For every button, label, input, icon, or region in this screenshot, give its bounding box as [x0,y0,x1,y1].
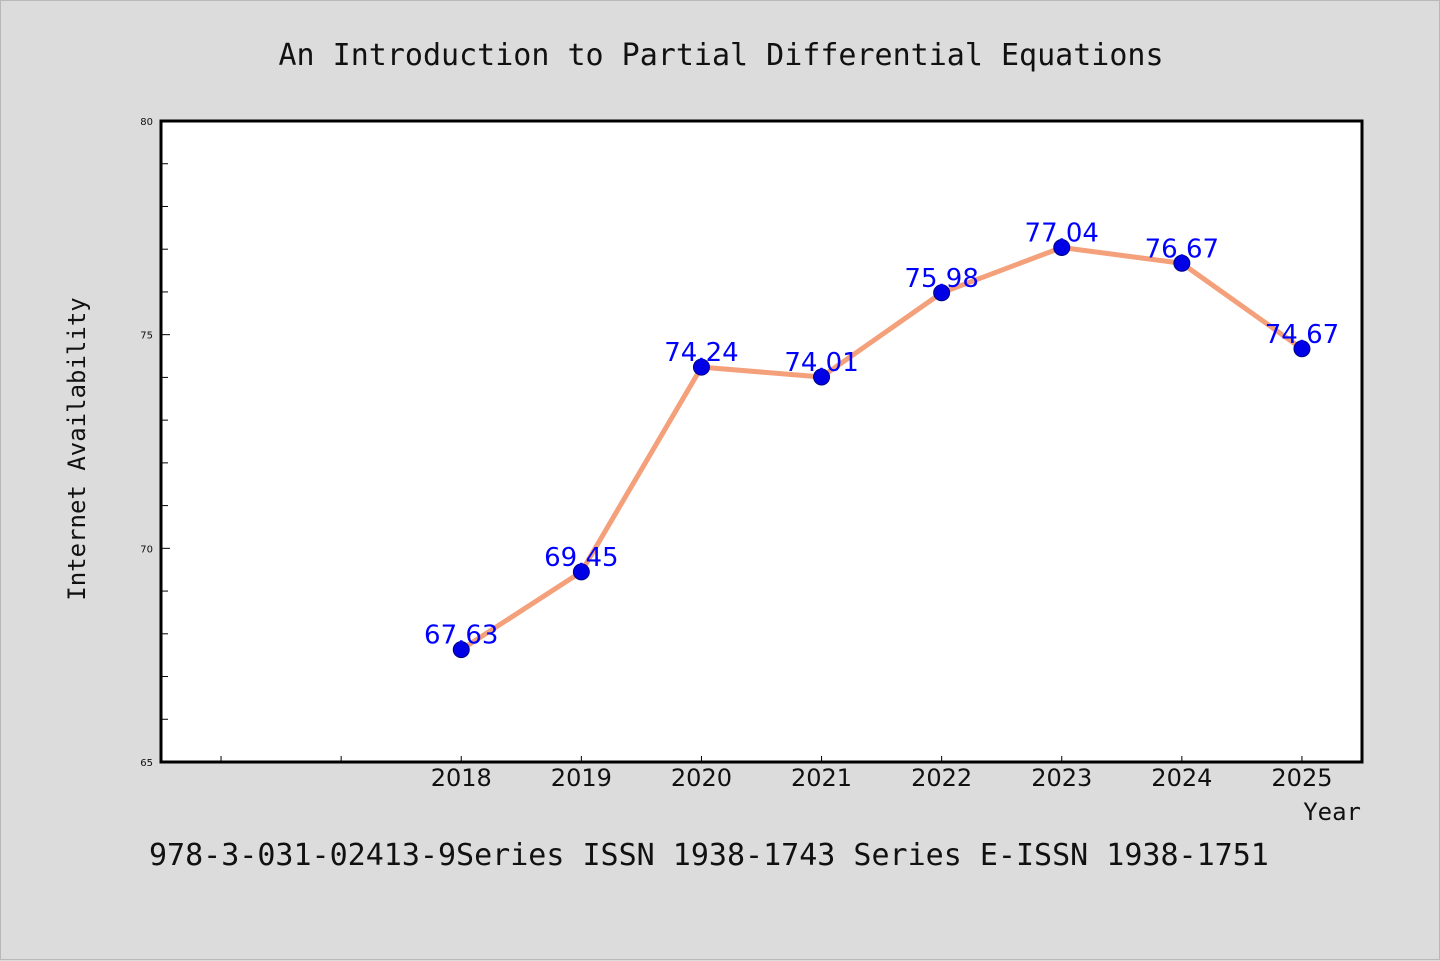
x-tick-label: 2023 [1031,764,1092,792]
data-label: 76.67 [1145,234,1219,264]
data-label: 74.24 [664,338,738,368]
x-tick-label: 2022 [911,764,972,792]
plot-area [159,119,1364,764]
data-point [1173,254,1191,272]
data-label: 67.63 [424,621,498,651]
data-label: 75.98 [904,264,978,294]
footer-isbn-issn: 978-3-031-02413-9Series ISSN 1938-1743 S… [149,838,1269,873]
chart-title: An Introduction to Partial Differential … [278,38,1163,73]
series-layer [452,238,1311,659]
data-point [933,284,951,302]
x-tick-label: 2021 [791,764,852,792]
x-tick-label: 2024 [1151,764,1212,792]
x-tick-label: 2020 [671,764,732,792]
data-label: 74.01 [784,348,858,378]
data-point [1053,238,1071,256]
data-point [572,563,590,581]
y-tick-label: 70 [140,544,153,555]
x-tick-label: 2018 [431,764,492,792]
y-tick-label: 65 [140,758,153,769]
x-tick-label: 2025 [1271,764,1332,792]
series-line [458,244,1305,653]
data-label: 77.04 [1025,218,1099,248]
x-axis-label: Year [1303,798,1361,826]
data-point [692,358,710,376]
data-label: 74.67 [1265,320,1339,350]
x-tick-label: 2019 [551,764,612,792]
y-tick-label: 75 [140,331,153,342]
y-tick-label: 80 [140,117,153,128]
y-axis: 65 70 75 80 [140,117,170,769]
data-point [1293,340,1311,358]
data-point [452,641,470,659]
data-label: 69.45 [544,543,618,573]
data-point [813,368,831,386]
y-axis-label: Internet Availability [63,297,91,600]
data-labels: 67.63 69.45 74.24 74.01 75.98 77.04 76.67 74.67 [424,218,1339,650]
x-axis: 2018 2019 2020 2021 2022 2023 2024 2025 [220,756,1332,792]
